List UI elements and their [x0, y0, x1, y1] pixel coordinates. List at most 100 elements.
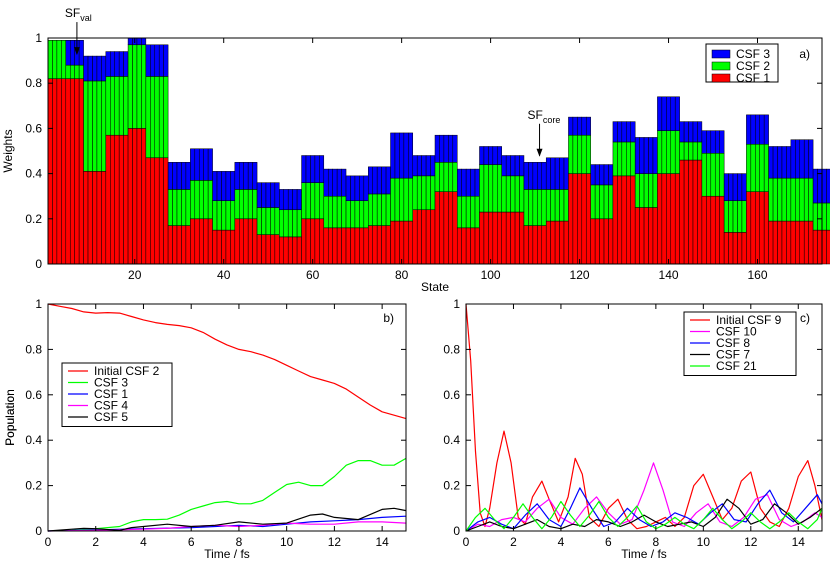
bar-csf3 [568, 116, 574, 136]
bar-csf1 [750, 191, 756, 265]
bar-csf1 [399, 220, 405, 265]
legend-box [61, 362, 173, 427]
bar-csf3 [363, 175, 369, 201]
bar-csf3 [790, 139, 796, 179]
bar-csf3 [256, 182, 262, 208]
bar-csf2 [96, 80, 102, 172]
bar-csf3 [812, 168, 818, 204]
bar-csf2 [719, 153, 725, 197]
bar-csf1 [158, 157, 164, 265]
bar-csf2 [145, 76, 151, 159]
y-tick-label: 0.8 [25, 76, 42, 90]
bar-csf3 [283, 189, 289, 211]
bar-csf1 [674, 173, 680, 265]
bar-csf3 [327, 168, 333, 197]
bar-csf2 [577, 134, 583, 174]
bar-csf1 [350, 227, 356, 265]
y-tick-label: 1 [453, 297, 460, 311]
bar-csf2 [777, 177, 783, 222]
x-tick-label: 160 [747, 268, 767, 282]
x-tick-label: 2 [92, 535, 99, 549]
bar-csf1 [154, 157, 160, 265]
bar-csf1 [261, 234, 267, 265]
bar-csf1 [381, 225, 387, 265]
bar-csf1 [247, 218, 253, 265]
bar-csf3 [497, 146, 502, 165]
bar-csf3 [603, 164, 609, 186]
legend-entry: CSF 2 [736, 59, 770, 73]
bar-csf2 [323, 195, 329, 229]
bar-csf2 [425, 175, 431, 211]
bar-csf1 [141, 128, 147, 265]
y-axis-label: Weights [1, 129, 15, 172]
y-tick-label: 1 [35, 31, 42, 45]
y-tick-label: 0.2 [25, 212, 42, 226]
bar-csf1 [532, 225, 538, 265]
bar-csf1 [505, 211, 511, 265]
bar-csf2 [283, 209, 289, 238]
bar-csf2 [554, 189, 560, 222]
bar-csf3 [741, 173, 747, 201]
bar-csf3 [777, 146, 783, 179]
x-tick-label: 40 [217, 268, 231, 282]
bar-csf2 [408, 177, 414, 222]
bar-csf2 [172, 189, 178, 226]
bar-csf2 [292, 209, 298, 238]
bar-csf1 [688, 159, 694, 265]
bar-csf3 [456, 168, 462, 197]
bar-csf3 [710, 130, 716, 154]
bar-csf2 [261, 207, 267, 235]
bar-csf1 [741, 232, 747, 265]
bar-csf2 [176, 189, 182, 226]
bar-csf2 [359, 200, 365, 229]
bar-csf2 [497, 164, 502, 213]
bar-csf3 [198, 148, 204, 181]
legend-entry: CSF 4 [94, 399, 128, 413]
bar-csf2 [390, 177, 396, 222]
bar-csf1 [52, 78, 58, 265]
bar-csf3 [755, 114, 760, 145]
bar-csf3 [461, 168, 467, 197]
bar-csf2 [585, 134, 591, 174]
bar-csf3 [194, 148, 200, 181]
bar-csf1 [74, 78, 80, 265]
x-tick-label: 10 [697, 535, 711, 549]
bar-csf2 [821, 202, 827, 231]
legend-entry: CSF 7 [716, 348, 750, 362]
bar-csf3 [701, 130, 707, 154]
bar-csf1 [514, 211, 520, 265]
x-tick-label: 4 [140, 535, 147, 549]
bar-csf1 [283, 236, 289, 265]
bar-csf2 [714, 153, 720, 197]
bar-csf2 [750, 143, 756, 192]
bar-csf3 [803, 139, 809, 179]
bar-csf2 [78, 64, 84, 79]
bar-csf2 [314, 182, 320, 220]
y-tick-label: 0.4 [25, 433, 42, 447]
bar-csf2 [759, 143, 765, 192]
bar-csf1 [648, 207, 654, 265]
bar-csf2 [483, 164, 489, 213]
bar-csf3 [439, 134, 445, 163]
bar-csf1 [416, 209, 422, 265]
bar-csf2 [803, 177, 809, 222]
bar-csf3 [639, 137, 645, 174]
bar-csf3 [252, 162, 258, 190]
bar-csf3 [230, 171, 236, 201]
x-tick-label: 6 [605, 535, 612, 549]
legend-entry: CSF 3 [736, 47, 770, 61]
bar-csf3 [692, 121, 698, 143]
bar-csf3 [452, 134, 458, 163]
bar-csf3 [657, 96, 663, 131]
legend-entry: CSF 8 [716, 336, 750, 350]
bar-csf3 [510, 155, 516, 177]
bar-csf3 [621, 121, 627, 143]
x-tick-label: 8 [653, 535, 660, 549]
bar-csf1 [755, 191, 760, 265]
bar-csf2 [501, 175, 507, 213]
bar-csf3 [479, 146, 485, 165]
bar-csf2 [612, 141, 618, 177]
bar-csf2 [470, 195, 476, 229]
bar-csf1 [581, 173, 587, 265]
bar-csf2 [61, 40, 67, 79]
